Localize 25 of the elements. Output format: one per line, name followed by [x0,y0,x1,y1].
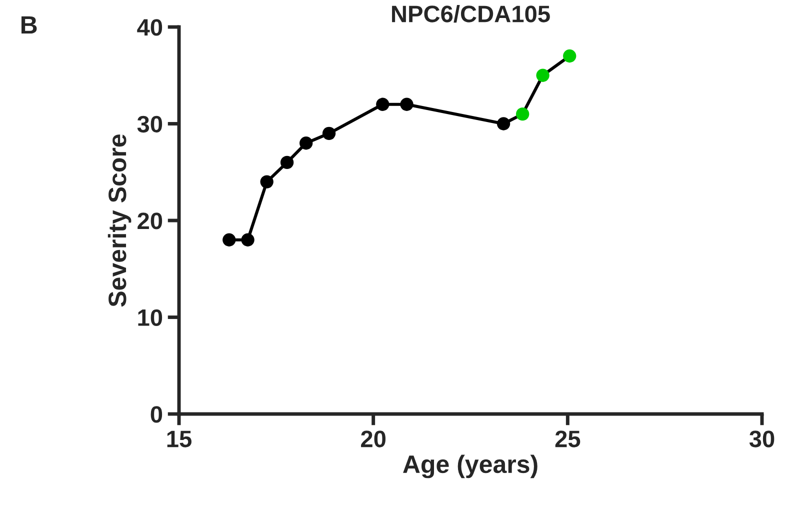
point [222,233,236,246]
x-tick-label: 25 [555,430,580,448]
point [260,175,274,188]
point [241,233,254,246]
x-axis-title: Age (years) [403,454,538,478]
point [400,98,414,111]
point [280,156,294,170]
x-tick-label: 15 [167,430,192,448]
y-tick-label: 40 [137,19,162,36]
point [322,126,336,140]
y-tick-label: 20 [138,212,162,230]
y-axis-title: Severity Score [108,134,132,307]
x-tick-label: 20 [361,430,386,448]
point [536,68,550,82]
y-tick-label: 10 [138,309,162,326]
y-tick-label: 0 [150,406,162,423]
point [376,98,390,111]
x-tick-label: 30 [749,430,774,448]
point [563,49,576,63]
text: B [21,16,37,34]
point [300,136,313,150]
point [496,117,510,130]
point [516,107,530,121]
chart-title: NPC6/CDA105 [392,4,550,23]
y-tick-label: 30 [137,116,162,133]
